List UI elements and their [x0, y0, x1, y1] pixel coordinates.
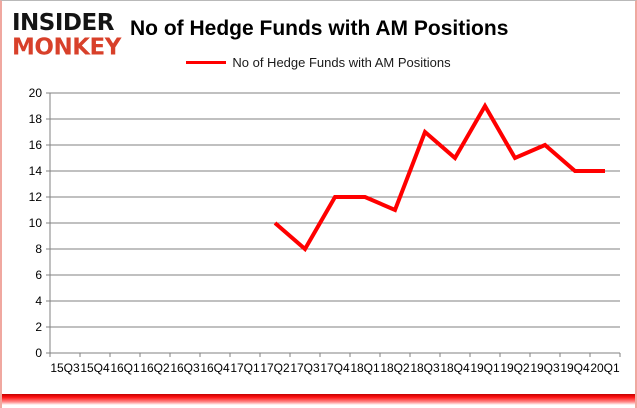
x-tick-label: 18Q3 — [410, 361, 440, 375]
x-tick-label: 16Q1 — [110, 361, 140, 375]
x-tick-label: 19Q4 — [560, 361, 590, 375]
x-tick-label: 18Q4 — [440, 361, 470, 375]
x-tick-label: 18Q2 — [380, 361, 410, 375]
bottom-red-accent-bar — [2, 394, 635, 405]
legend-label: No of Hedge Funds with AM Positions — [232, 55, 451, 70]
series-line — [273, 101, 605, 253]
y-tick-label: 2 — [35, 320, 42, 334]
logo-line-monkey: MONKEY — [12, 33, 121, 61]
x-tick-label: 20Q1 — [590, 361, 620, 375]
logo-line-insider: INSIDER — [12, 9, 114, 37]
y-tick-label: 14 — [29, 164, 43, 178]
y-axis-labels: 0 2 4 6 8 10 12 14 16 18 20 — [29, 86, 43, 360]
x-tick-label: 17Q3 — [290, 361, 320, 375]
y-tick-label: 18 — [29, 112, 43, 126]
x-tick-label: 18Q1 — [350, 361, 380, 375]
chart-title: No of Hedge Funds with AM Positions — [130, 17, 509, 40]
y-tick-label: 12 — [29, 190, 43, 204]
x-tick-label: 17Q2 — [260, 361, 290, 375]
x-tick-label: 17Q1 — [230, 361, 260, 375]
y-tick-label: 16 — [29, 138, 43, 152]
x-tick-label: 19Q1 — [470, 361, 500, 375]
legend-line-swatch-icon — [186, 61, 227, 64]
x-tick-label: 15Q3 — [50, 361, 80, 375]
insider-monkey-logo: INSIDER MONKEY — [12, 11, 121, 60]
y-tick-label: 8 — [35, 242, 42, 256]
x-axis-labels: 15Q3 15Q4 16Q1 16Q2 16Q3 16Q4 17Q1 17Q2 17Q3 17Q4… — [50, 361, 620, 375]
x-tick-label: 16Q3 — [170, 361, 200, 375]
x-tick-label: 16Q2 — [140, 361, 170, 375]
x-tick-label: 19Q3 — [530, 361, 560, 375]
y-tick-label: 6 — [35, 268, 42, 282]
y-tick-label: 0 — [35, 346, 42, 360]
x-axis-ticks — [49, 353, 621, 357]
x-tick-label: 19Q2 — [500, 361, 530, 375]
y-tick-label: 10 — [29, 216, 43, 230]
chart-legend: No of Hedge Funds with AM Positions — [2, 55, 635, 70]
x-tick-label: 15Q4 — [80, 361, 110, 375]
y-tick-label: 4 — [35, 294, 42, 308]
x-tick-label: 17Q4 — [320, 361, 350, 375]
y-tick-label: 20 — [29, 86, 43, 100]
gridlines — [46, 92, 620, 354]
x-tick-label: 16Q4 — [200, 361, 230, 375]
